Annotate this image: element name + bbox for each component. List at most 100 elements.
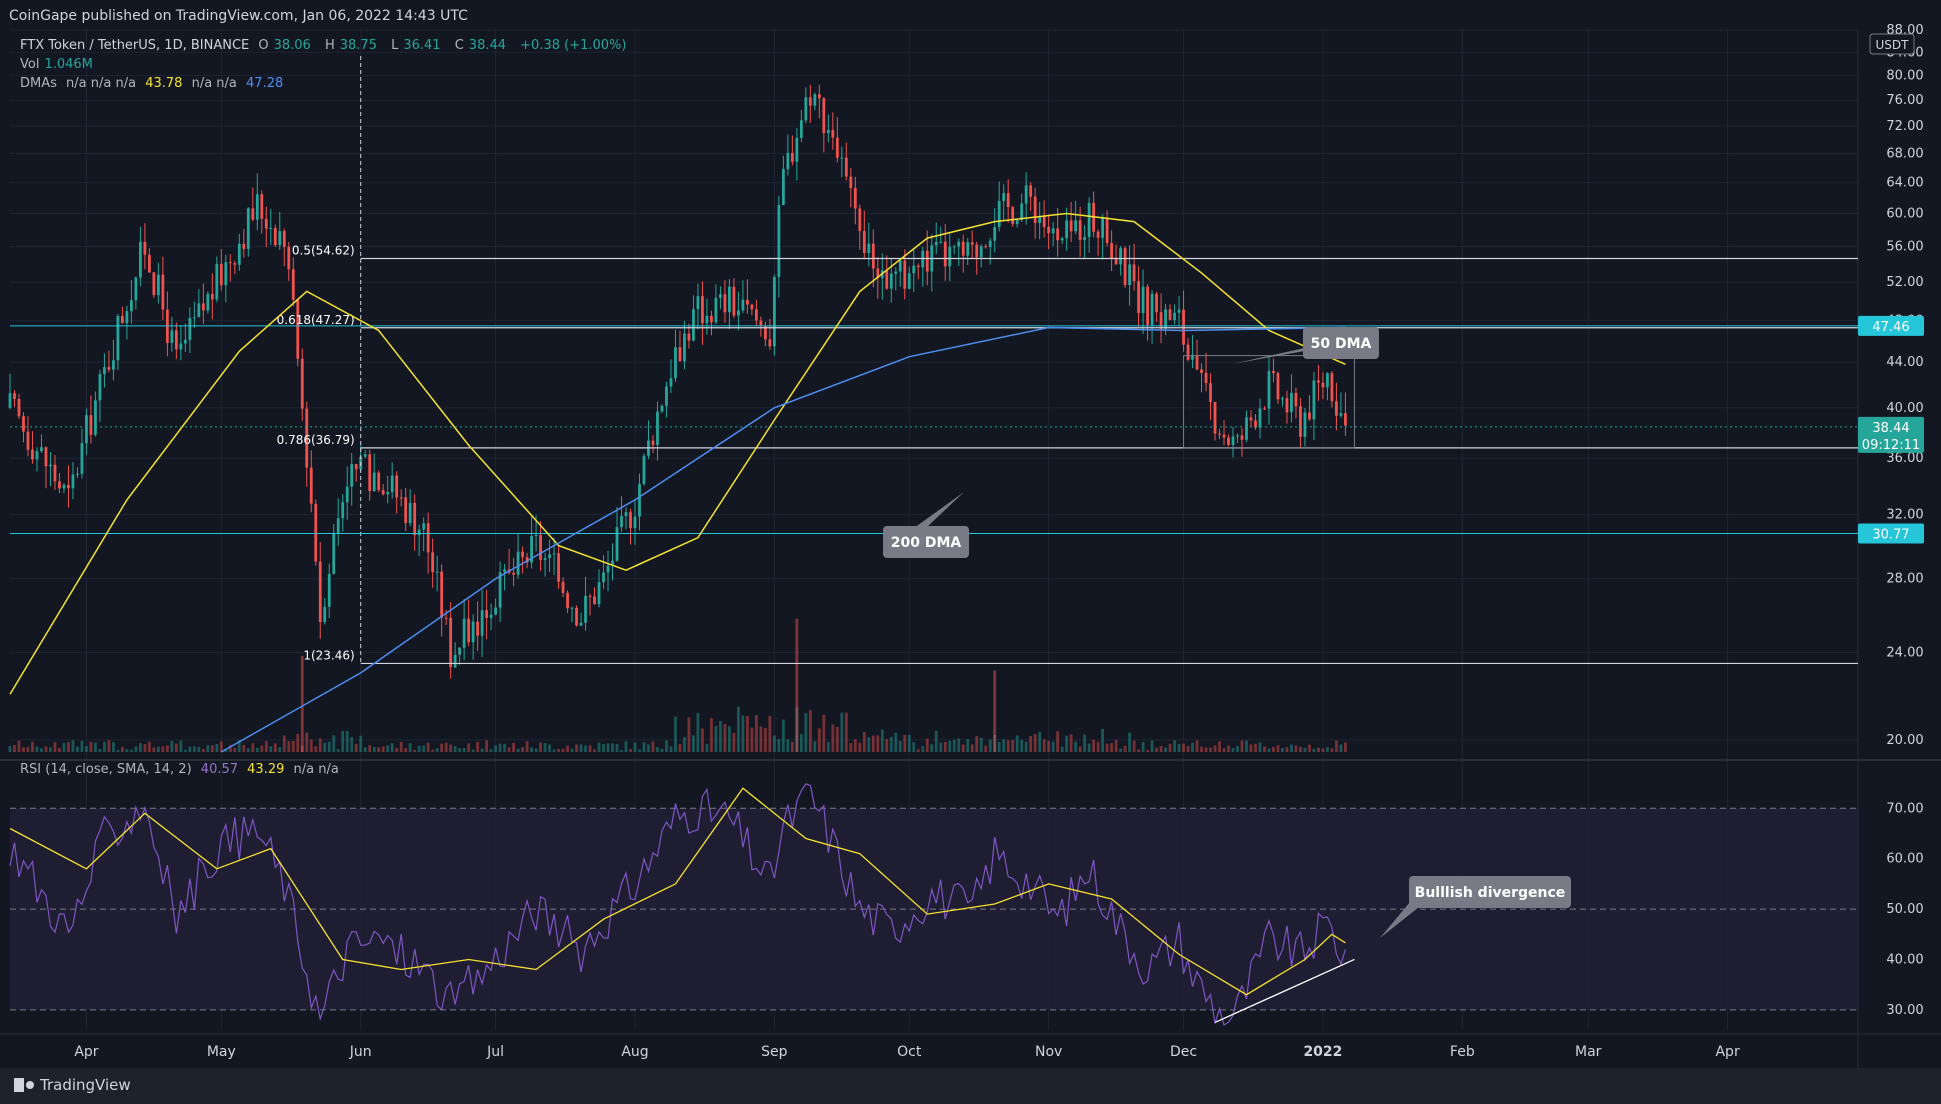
- tradingview-brand[interactable]: TradingView: [14, 1076, 131, 1094]
- last-price-badge-text: 38.44: [1872, 421, 1909, 436]
- volume-bar: [912, 742, 916, 752]
- price-tick-label: 56.00: [1886, 240, 1923, 255]
- candle-body: [224, 262, 228, 286]
- volume-bar: [386, 745, 390, 752]
- candle-body: [291, 269, 295, 300]
- candle-body: [1254, 420, 1257, 428]
- candle-body: [746, 299, 749, 305]
- volume-bar: [458, 748, 462, 752]
- volume-bar: [629, 749, 632, 752]
- candle-body: [1263, 408, 1266, 410]
- candle-body: [817, 94, 821, 99]
- candle-body: [31, 449, 34, 460]
- volume-bar: [143, 744, 147, 752]
- volume-bar: [669, 746, 673, 752]
- volume-bar: [714, 726, 718, 752]
- open-label: O: [258, 38, 269, 53]
- volume-bar: [76, 746, 79, 752]
- volume-bar: [1168, 743, 1172, 752]
- candle-body: [1137, 281, 1140, 314]
- volume-bar: [943, 741, 947, 752]
- candle-body: [1159, 312, 1163, 329]
- volume-bar: [822, 714, 826, 752]
- time-tick-label: Oct: [897, 1044, 922, 1060]
- volume-bar: [237, 740, 241, 752]
- candle-body: [867, 243, 871, 254]
- volume-bar: [476, 741, 480, 752]
- candle-body: [1096, 231, 1100, 238]
- candle-body: [368, 454, 372, 492]
- candle-body: [444, 617, 448, 619]
- volume-bar: [1209, 747, 1212, 752]
- candle-body: [719, 294, 722, 298]
- candle-body: [152, 272, 156, 296]
- time-tick-label: Mar: [1575, 1044, 1602, 1060]
- candle-body: [354, 464, 358, 470]
- candle-body: [296, 299, 300, 359]
- candle-body: [593, 596, 596, 605]
- candle-body: [219, 263, 223, 286]
- volume-bar: [372, 746, 376, 752]
- time-tick-label: Nov: [1035, 1044, 1062, 1060]
- candle-body: [192, 317, 196, 319]
- candle-body: [332, 533, 336, 574]
- candle-body: [94, 400, 97, 435]
- price-tick-label: 72.00: [1886, 119, 1923, 134]
- fib-label: 0.5(54.62): [292, 244, 355, 258]
- candle-body: [912, 265, 916, 274]
- volume-legend: Vol 1.046M: [20, 57, 98, 72]
- candle-body: [781, 169, 785, 206]
- volume-bar: [826, 742, 830, 752]
- volume-bar: [165, 745, 169, 752]
- divergence-callout-box: [1409, 876, 1571, 908]
- volume-bar: [53, 742, 57, 752]
- price-legend: FTX Token / TetherUS, 1D, BINANCE O 38.06…: [20, 38, 631, 53]
- volume-bar: [1042, 739, 1046, 752]
- candle-body: [1020, 203, 1024, 221]
- volume-bar: [579, 744, 583, 752]
- volume-bar: [768, 715, 772, 752]
- volume-bar: [647, 744, 650, 752]
- ma-line: [9, 212, 1346, 695]
- volume-bar: [71, 740, 75, 752]
- candle-body: [512, 572, 515, 575]
- candle-body: [40, 447, 43, 452]
- symbol-label[interactable]: FTX Token / TetherUS, 1D, BINANCE: [20, 38, 250, 53]
- volume-bar: [462, 748, 466, 752]
- volume-bar: [1330, 748, 1334, 752]
- candle-body: [260, 194, 264, 219]
- volume-bar: [1110, 743, 1113, 752]
- volume-bar: [449, 744, 453, 752]
- candle-body: [318, 561, 322, 623]
- candle-body: [835, 137, 839, 158]
- candle-body: [957, 241, 961, 247]
- volume-bar: [215, 743, 219, 752]
- rsi-tick-label: 70.00: [1886, 801, 1923, 816]
- candle-body: [1110, 242, 1113, 259]
- candle-body: [251, 208, 255, 220]
- volume-bar: [615, 744, 619, 752]
- candle-body: [363, 454, 367, 457]
- rsi-tick-label: 30.00: [1886, 1003, 1923, 1018]
- volume-bar: [930, 744, 934, 752]
- volume-bar: [1060, 746, 1064, 752]
- candle-body: [624, 512, 628, 517]
- rsi-ma-value: 43.29: [247, 762, 285, 777]
- volume-bar: [507, 747, 511, 752]
- candle-body: [1195, 355, 1199, 370]
- volume-bar: [521, 747, 524, 752]
- price-tick-label: 60.00: [1886, 207, 1923, 222]
- candle-body: [1213, 401, 1217, 434]
- candle-body: [1330, 373, 1334, 402]
- currency-tag-box[interactable]: [1869, 33, 1915, 55]
- candle-body: [1069, 220, 1073, 232]
- volume-bar: [732, 733, 736, 752]
- volume-bar: [134, 746, 138, 752]
- time-tick-label: Jun: [349, 1044, 372, 1060]
- volume-bar: [763, 728, 767, 752]
- volume-bar: [934, 730, 938, 752]
- volume-bar: [799, 734, 803, 752]
- volume-bar: [80, 740, 84, 752]
- volume-bar: [1200, 746, 1203, 752]
